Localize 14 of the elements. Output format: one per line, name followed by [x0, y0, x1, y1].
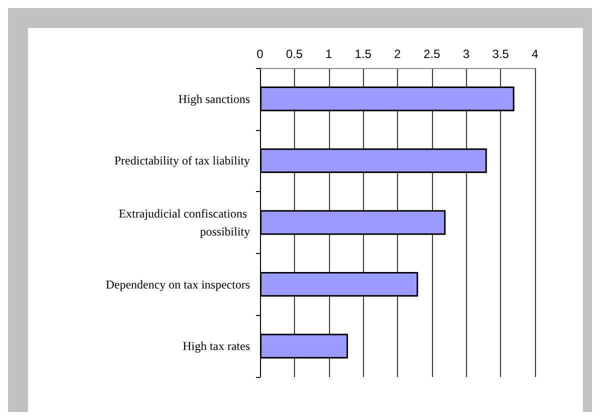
x-tick-label: 1.5	[354, 47, 372, 61]
x-tick-label: 3	[462, 47, 470, 61]
y-tick-label: High tax rates	[182, 339, 250, 354]
x-tick-label: 2.5	[424, 47, 441, 61]
x-tick-label: 0.5	[286, 47, 304, 61]
x-tick-label: 2	[394, 47, 402, 61]
x-tick-label: 3.5	[492, 47, 510, 61]
x-tick-label: 4	[532, 47, 539, 61]
y-tick-label: Extrajudicial confiscations possibility	[118, 206, 250, 238]
y-tick-label: Predictability of tax liability	[114, 154, 250, 168]
x-tick-label: 1	[325, 47, 332, 61]
y-tick-label: High sanctions	[178, 92, 250, 106]
y-tick-label: Dependency on tax inspectors	[106, 277, 250, 292]
x-tick-label: 0	[256, 47, 264, 61]
